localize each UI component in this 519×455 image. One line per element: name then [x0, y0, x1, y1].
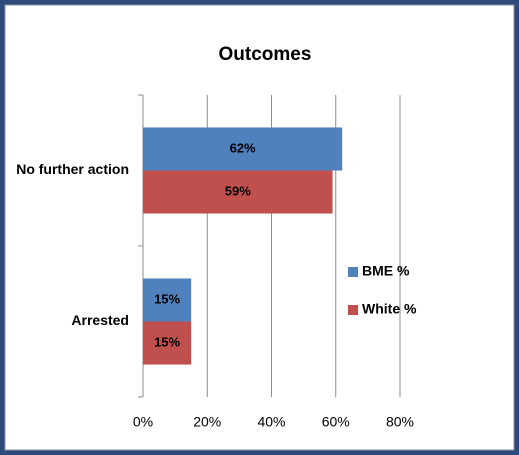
legend-label: White %: [362, 301, 417, 317]
value-label: 62%: [230, 140, 256, 155]
value-label: 15%: [154, 291, 180, 306]
x-tick-label: 0%: [133, 414, 153, 430]
x-tick-label: 80%: [386, 414, 414, 430]
bar: [143, 278, 192, 322]
bar: [143, 321, 192, 365]
y-tick-label: Arrested: [71, 312, 129, 328]
chart-title: Outcomes: [219, 44, 312, 65]
y-tick-label: No further action: [16, 161, 129, 177]
x-tick-label: 20%: [193, 414, 221, 430]
chart-area: [4, 4, 515, 451]
value-label: 15%: [154, 334, 180, 349]
bar: [143, 170, 333, 214]
x-tick-label: 60%: [322, 414, 350, 430]
bar: [143, 127, 343, 171]
legend-label: BME %: [362, 263, 410, 279]
value-label: 59%: [225, 183, 251, 198]
legend-swatch: [348, 267, 358, 277]
legend-swatch: [348, 305, 358, 315]
x-tick-label: 40%: [257, 414, 285, 430]
